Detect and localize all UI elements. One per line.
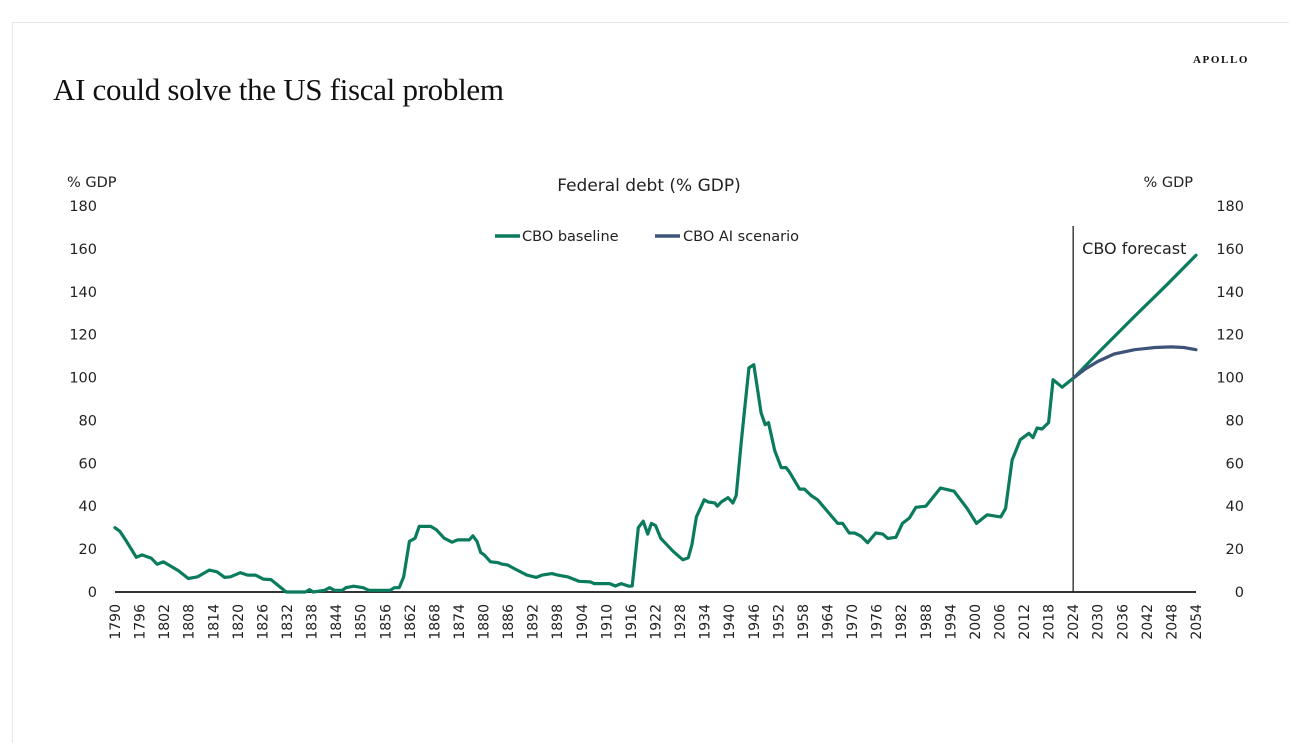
x-tick-label: 2036: [1115, 604, 1131, 640]
y-tick-label-right: 100: [1216, 371, 1244, 387]
x-tick-label: 1976: [870, 604, 886, 640]
y-tick-label-right: 20: [1226, 542, 1244, 558]
page-title: AI could solve the US fiscal problem: [53, 72, 504, 107]
x-tick-label: 1928: [673, 604, 689, 640]
x-tick-label: 1910: [599, 604, 615, 640]
x-tick-label: 2030: [1091, 604, 1107, 640]
x-tick-label: 1904: [575, 604, 591, 640]
y-tick-label-left: 0: [88, 585, 97, 601]
y-tick-label-left: 20: [79, 542, 97, 558]
y-tick-label-right: 80: [1226, 413, 1244, 429]
y-tick-label-left: 40: [79, 499, 97, 515]
x-tick-label: 1886: [501, 604, 517, 640]
x-tick-label: 1820: [231, 604, 247, 640]
x-tick-label: 1934: [698, 604, 714, 640]
x-tick-label: 2000: [968, 604, 984, 640]
x-tick-label: 2012: [1017, 604, 1033, 640]
y-tick-label-right: 140: [1216, 285, 1244, 301]
y-tick-label-left: 100: [69, 371, 97, 387]
ai-scenario-series-line: [1072, 345, 1198, 380]
x-tick-label: 1808: [182, 604, 198, 640]
x-tick-label: 1790: [108, 604, 124, 640]
x-tick-label: 1832: [280, 604, 296, 640]
x-tick-label: 1916: [624, 604, 640, 640]
x-tick-label: 2048: [1164, 604, 1180, 640]
federal-debt-chart: Federal debt (% GDP) % GDP % GDP CBO bas…: [67, 175, 1244, 640]
y-tick-label-left: 80: [79, 413, 97, 429]
x-tick-label: 1994: [943, 604, 959, 640]
baseline-series-line: [113, 253, 1198, 594]
legend: CBO baseline CBO AI scenario: [495, 229, 799, 245]
x-tick-label: 2006: [992, 604, 1008, 640]
x-tick-label: 1796: [133, 604, 149, 640]
y-tick-label-left: 120: [69, 328, 97, 344]
y-tick-label-left: 140: [69, 285, 97, 301]
y-tick-label-right: 120: [1216, 328, 1244, 344]
y-tick-label-right: 160: [1216, 242, 1244, 258]
x-tick-label: 1838: [305, 604, 321, 640]
apollo-logo: APOLLO: [1193, 54, 1250, 66]
x-tick-label: 1940: [722, 604, 738, 640]
chart-title: Federal debt (% GDP): [557, 176, 741, 196]
chart-card: [12, 22, 1289, 743]
x-tick-label: 1802: [157, 604, 173, 640]
right-axis-label: % GDP: [1143, 175, 1193, 191]
x-tick-label: 2054: [1189, 604, 1205, 640]
x-tick-label: 1970: [845, 604, 861, 640]
y-tick-label-right: 40: [1226, 499, 1244, 515]
x-tick-label: 1952: [771, 604, 787, 640]
y-tick-label-right: 60: [1226, 456, 1244, 472]
x-tick-label: 1964: [820, 604, 836, 640]
x-tick-label: 1892: [526, 604, 542, 640]
legend-label-baseline: CBO baseline: [522, 229, 619, 245]
y-tick-label-right: 180: [1216, 199, 1244, 215]
x-tick-label: 2024: [1066, 604, 1082, 640]
x-tick-label: 1850: [354, 604, 370, 640]
x-tick-label: 2042: [1140, 604, 1156, 640]
forecast-annotation: CBO forecast: [1082, 239, 1186, 258]
x-tick-label: 1868: [427, 604, 443, 640]
y-tick-label-left: 180: [69, 199, 97, 215]
x-tick-label: 1988: [919, 604, 935, 640]
x-tick-label: 1958: [796, 604, 812, 640]
x-tick-label: 1826: [255, 604, 271, 640]
x-tick-label: 1874: [452, 604, 468, 640]
x-tick-label: 1862: [403, 604, 419, 640]
left-axis-label: % GDP: [67, 175, 117, 191]
y-tick-label-right: 0: [1235, 585, 1244, 601]
x-tick-label: 2018: [1042, 604, 1058, 640]
x-tick-label: 1946: [747, 604, 763, 640]
y-tick-label-left: 160: [69, 242, 97, 258]
x-tick-label: 1982: [894, 604, 910, 640]
x-tick-label: 1880: [477, 604, 493, 640]
x-tick-label: 1844: [329, 604, 345, 640]
x-tick-label: 1922: [649, 604, 665, 640]
x-tick-label: 1856: [378, 604, 394, 640]
x-tick-label: 1814: [206, 604, 222, 640]
x-tick-label: 1898: [550, 604, 566, 640]
legend-label-ai: CBO AI scenario: [683, 229, 799, 245]
y-tick-label-left: 60: [79, 456, 97, 472]
